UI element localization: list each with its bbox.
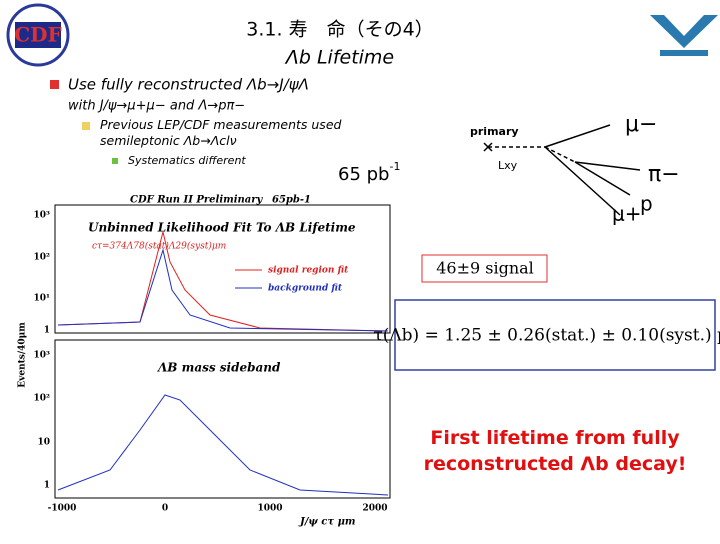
y-tick: 10 (37, 438, 50, 448)
bullet-icon (112, 158, 118, 164)
okayama-logo (650, 15, 718, 56)
title: 3.1. 寿 命（その4） (246, 19, 433, 41)
x-tick: 1000 (257, 504, 282, 514)
bullet-icon (50, 80, 59, 89)
y-tick: 10³ (34, 351, 51, 361)
particle: p (640, 192, 653, 216)
y-tick: 10² (34, 253, 51, 263)
label: primary (470, 125, 519, 138)
x-label: J/ψ cτ μm (298, 517, 355, 528)
svg-text:CDF: CDF (14, 23, 61, 47)
result-box (394, 299, 716, 371)
x-tick: 2000 (362, 504, 387, 514)
bullet-wrap: Previous LEP/CDF measurements used semil… (100, 117, 342, 148)
x-tick: -1000 (48, 504, 77, 514)
subtitle: Λb Lifetime (284, 47, 394, 69)
fig-lumi: 65pb-1 (272, 195, 311, 206)
decay-diagram (483, 124, 641, 216)
fig-title: Unbinned Likelihood Fit To ΛB Lifetime (88, 221, 356, 235)
particle: μ+ (612, 202, 641, 226)
conclusion-wrap: First lifetime from fully reconstructed … (423, 427, 687, 475)
legend: signal region fit (268, 266, 349, 276)
bullet: Systematics different (128, 154, 246, 167)
fig-header: CDF Run II Preliminary (130, 195, 264, 206)
figure: CDF Run II Preliminary 65pb-1 Unbinned L… (18, 195, 391, 528)
conclusion: First lifetime from fully reconstructed … (423, 427, 687, 475)
signal: 46±9 signal (436, 259, 534, 278)
lumi: 65 pb (338, 164, 389, 185)
bullet-icon (82, 122, 90, 130)
lumi-exp: -1 (389, 160, 400, 173)
sideband: ΛB mass sideband (157, 361, 281, 375)
y-tick: 10¹ (34, 294, 51, 304)
x-tick: 0 (162, 504, 168, 514)
bullet: Use fully reconstructed Λb→J/ψΛ (68, 76, 309, 94)
background-fit (57, 248, 389, 332)
signal-fit (57, 231, 389, 332)
luminosity: 65 pb-1 (338, 160, 400, 185)
particle: π− (648, 162, 680, 187)
panel (54, 339, 391, 499)
y-tick: 10³ (34, 211, 51, 221)
label: Lxy (498, 159, 518, 172)
particle: μ− (625, 112, 657, 137)
panel (54, 204, 391, 334)
bullet: with J/ψ→μ+μ− and Λ→pπ− (68, 99, 245, 114)
y-tick: 10² (34, 394, 51, 404)
bullet: Previous LEP/CDF measurements used semil… (100, 117, 342, 148)
signal-box (421, 254, 548, 283)
cdf-logo: CDF (6, 3, 70, 67)
y-tick: 1 (44, 326, 50, 336)
legend: background fit (268, 284, 343, 294)
y-tick: 1 (44, 481, 50, 491)
sideband-fit (57, 394, 389, 496)
y-label: Events/40μm (18, 322, 28, 388)
result: τ(Λb) = 1.25 ± 0.26(stat.) ± 0.10(syst.)… (373, 326, 720, 346)
